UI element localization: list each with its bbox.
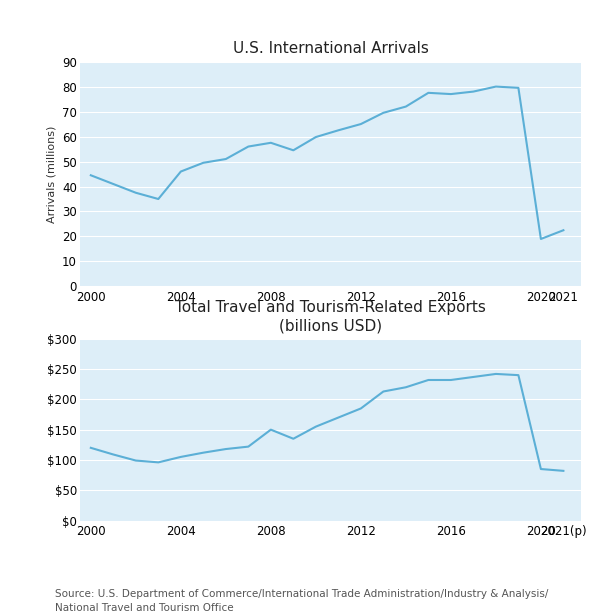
Title: Total Travel and Tourism-Related Exports
(billions USD): Total Travel and Tourism-Related Exports… (175, 300, 486, 333)
Title: U.S. International Arrivals: U.S. International Arrivals (233, 41, 428, 56)
Y-axis label: Arrivals (millions): Arrivals (millions) (47, 125, 56, 223)
Text: Source: U.S. Department of Commerce/International Trade Administration/Industry : Source: U.S. Department of Commerce/Inte… (55, 589, 548, 613)
